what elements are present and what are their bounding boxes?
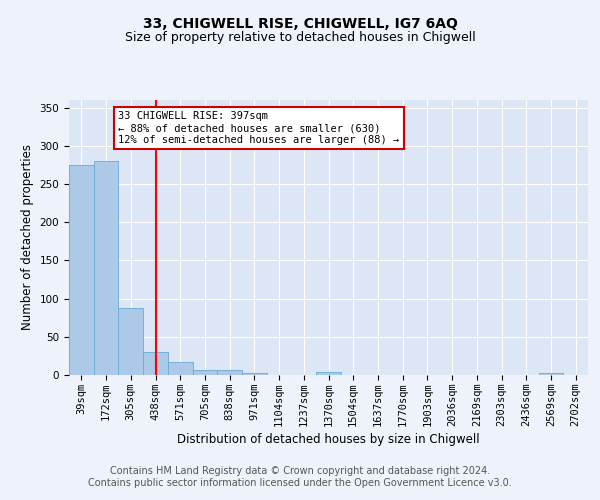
Text: 33, CHIGWELL RISE, CHIGWELL, IG7 6AQ: 33, CHIGWELL RISE, CHIGWELL, IG7 6AQ xyxy=(143,18,457,32)
Text: Size of property relative to detached houses in Chigwell: Size of property relative to detached ho… xyxy=(125,31,475,44)
Y-axis label: Number of detached properties: Number of detached properties xyxy=(21,144,34,330)
Bar xyxy=(94,161,118,375)
Text: 33 CHIGWELL RISE: 397sqm
← 88% of detached houses are smaller (630)
12% of semi-: 33 CHIGWELL RISE: 397sqm ← 88% of detach… xyxy=(118,112,400,144)
Bar xyxy=(168,362,193,375)
Bar xyxy=(69,165,94,375)
Bar xyxy=(242,372,267,375)
Bar xyxy=(539,374,563,375)
Bar xyxy=(118,308,143,375)
Text: Contains HM Land Registry data © Crown copyright and database right 2024.: Contains HM Land Registry data © Crown c… xyxy=(110,466,490,476)
Bar xyxy=(193,370,217,375)
Bar xyxy=(316,372,341,375)
Bar xyxy=(143,352,168,375)
Text: Contains public sector information licensed under the Open Government Licence v3: Contains public sector information licen… xyxy=(88,478,512,488)
X-axis label: Distribution of detached houses by size in Chigwell: Distribution of detached houses by size … xyxy=(177,434,480,446)
Bar xyxy=(217,370,242,375)
